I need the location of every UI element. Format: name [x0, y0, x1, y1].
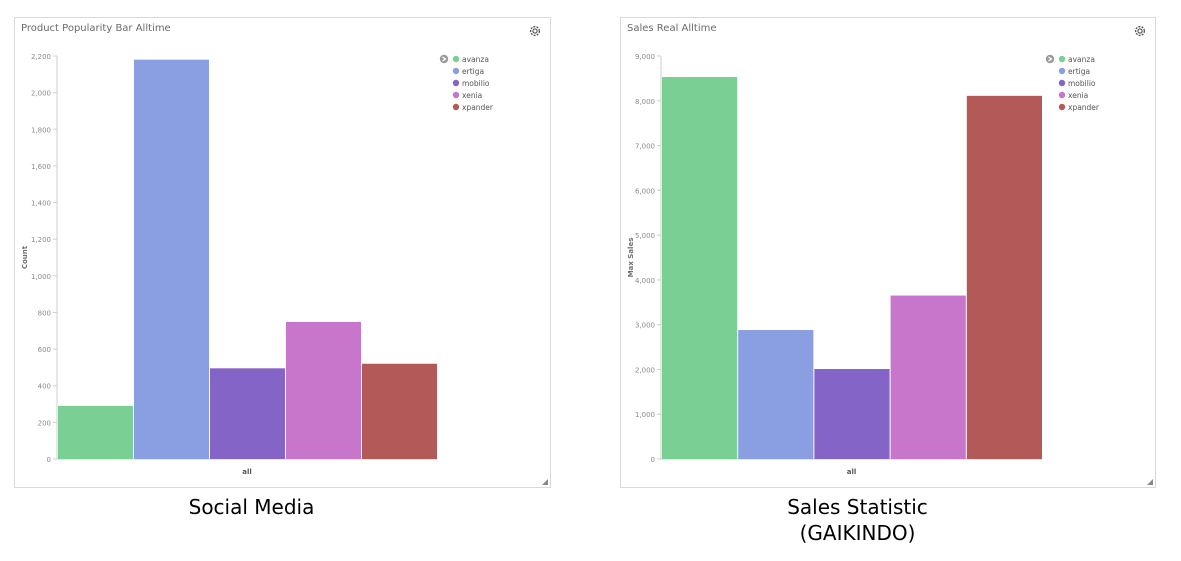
legend-label-xenia[interactable]: xenia	[462, 91, 482, 100]
bar-ertiga	[738, 330, 814, 459]
legend-label-mobilio[interactable]: mobilio	[1068, 79, 1096, 88]
legend-swatch-avanza	[1058, 55, 1066, 63]
y-tick-label: 5,000	[635, 232, 655, 240]
y-tick-label: 800	[38, 309, 51, 317]
legend-label-avanza[interactable]: avanza	[1068, 55, 1095, 64]
bar-chart-sales-real: 0 1,000 2,000 3,000 4,000 5,000 6,000 7,000 8,00…	[627, 53, 1100, 476]
y-tick-label: 3,000	[635, 322, 655, 330]
legend-label-xpander[interactable]: xpander	[462, 103, 494, 112]
chevron-glyph	[1048, 56, 1053, 62]
y-tick-label: 1,000	[635, 411, 655, 419]
caption-sales-statistic: Sales Statistic (GAIKINDO)	[620, 494, 1095, 546]
y-tick-label: 1,000	[31, 273, 51, 281]
legend-label-xenia[interactable]: xenia	[1068, 91, 1088, 100]
y-tick-label: 1,400	[31, 200, 51, 208]
x-tick-label: all	[847, 468, 857, 476]
legend-label-avanza[interactable]: avanza	[462, 55, 489, 64]
legend-label-ertiga[interactable]: ertiga	[462, 67, 484, 76]
legend-swatch-ertiga	[1058, 67, 1066, 75]
panel-title: Product Popularity Bar Alltime	[21, 23, 171, 34]
chevron-right-circle-icon[interactable]	[439, 54, 449, 64]
resize-corner-icon[interactable]	[542, 479, 548, 485]
legend-swatch-xpander	[452, 103, 460, 111]
bar-ertiga	[134, 59, 209, 459]
legend-swatch-mobilio	[1058, 79, 1066, 87]
y-tick-label: 8,000	[635, 98, 655, 106]
legend-swatch-xpander	[1058, 103, 1066, 111]
y-tick-label: 1,600	[31, 163, 51, 171]
caption-social-media: Social Media	[188, 495, 315, 519]
gear-icon[interactable]	[528, 24, 542, 38]
chart-panel-product-popularity: Product Popularity Bar Alltime 0 200 400 60…	[14, 17, 551, 488]
y-tick-label: 400	[38, 383, 51, 391]
y-tick-label: 1,200	[31, 236, 51, 244]
resize-corner-icon[interactable]	[1147, 479, 1153, 485]
bar-avanza	[662, 77, 738, 459]
y-tick-label: 0	[651, 456, 655, 464]
bar-xenia	[286, 321, 361, 459]
y-tick-label: 0	[47, 456, 51, 464]
y-tick-label: 4,000	[635, 277, 655, 285]
bar-xpander	[966, 95, 1042, 459]
y-tick-label: 6,000	[635, 187, 655, 195]
legend-swatch-ertiga	[452, 67, 460, 75]
legend-label-xpander[interactable]: xpander	[1068, 103, 1100, 112]
chevron-right-circle-icon[interactable]	[1045, 54, 1055, 64]
legend-label-mobilio[interactable]: mobilio	[462, 79, 490, 88]
gear-icon[interactable]	[1133, 24, 1147, 38]
legend-swatch-xenia	[452, 91, 460, 99]
bar-xpander	[362, 363, 437, 459]
y-tick-label: 7,000	[635, 143, 655, 151]
legend-label-ertiga[interactable]: ertiga	[1068, 67, 1090, 76]
y-tick-label: 1,800	[31, 126, 51, 134]
y-tick-label: 200	[38, 419, 51, 427]
caption-line: (GAIKINDO)	[799, 521, 916, 545]
x-tick-label: all	[242, 468, 252, 476]
y-tick-label: 2,000	[635, 366, 655, 374]
chart-panel-sales-real: Sales Real Alltime 0 1,000 2,000 3,000 4,000…	[620, 17, 1156, 488]
y-tick-label: 600	[38, 346, 51, 354]
legend-swatch-avanza	[452, 55, 460, 63]
bar-xenia	[890, 295, 966, 459]
caption-line: Sales Statistic	[787, 495, 928, 519]
y-tick-label: 9,000	[635, 53, 655, 61]
y-tick-label: 2,000	[31, 90, 51, 98]
bar-chart-product-popularity: 0 200 400 600 800 1,000 1,200 1,400 1,600 1,800 2,…	[21, 53, 494, 476]
y-axis-label: Count	[21, 245, 29, 269]
legend-swatch-mobilio	[452, 79, 460, 87]
y-axis-label: Max Sales	[627, 238, 635, 278]
panel-title: Sales Real Alltime	[627, 23, 717, 34]
bar-mobilio	[814, 368, 890, 459]
bar-mobilio	[210, 368, 285, 459]
legend-swatch-xenia	[1058, 91, 1066, 99]
bar-avanza	[58, 405, 133, 459]
y-tick-label: 2,200	[31, 53, 51, 61]
chevron-glyph	[442, 56, 447, 62]
